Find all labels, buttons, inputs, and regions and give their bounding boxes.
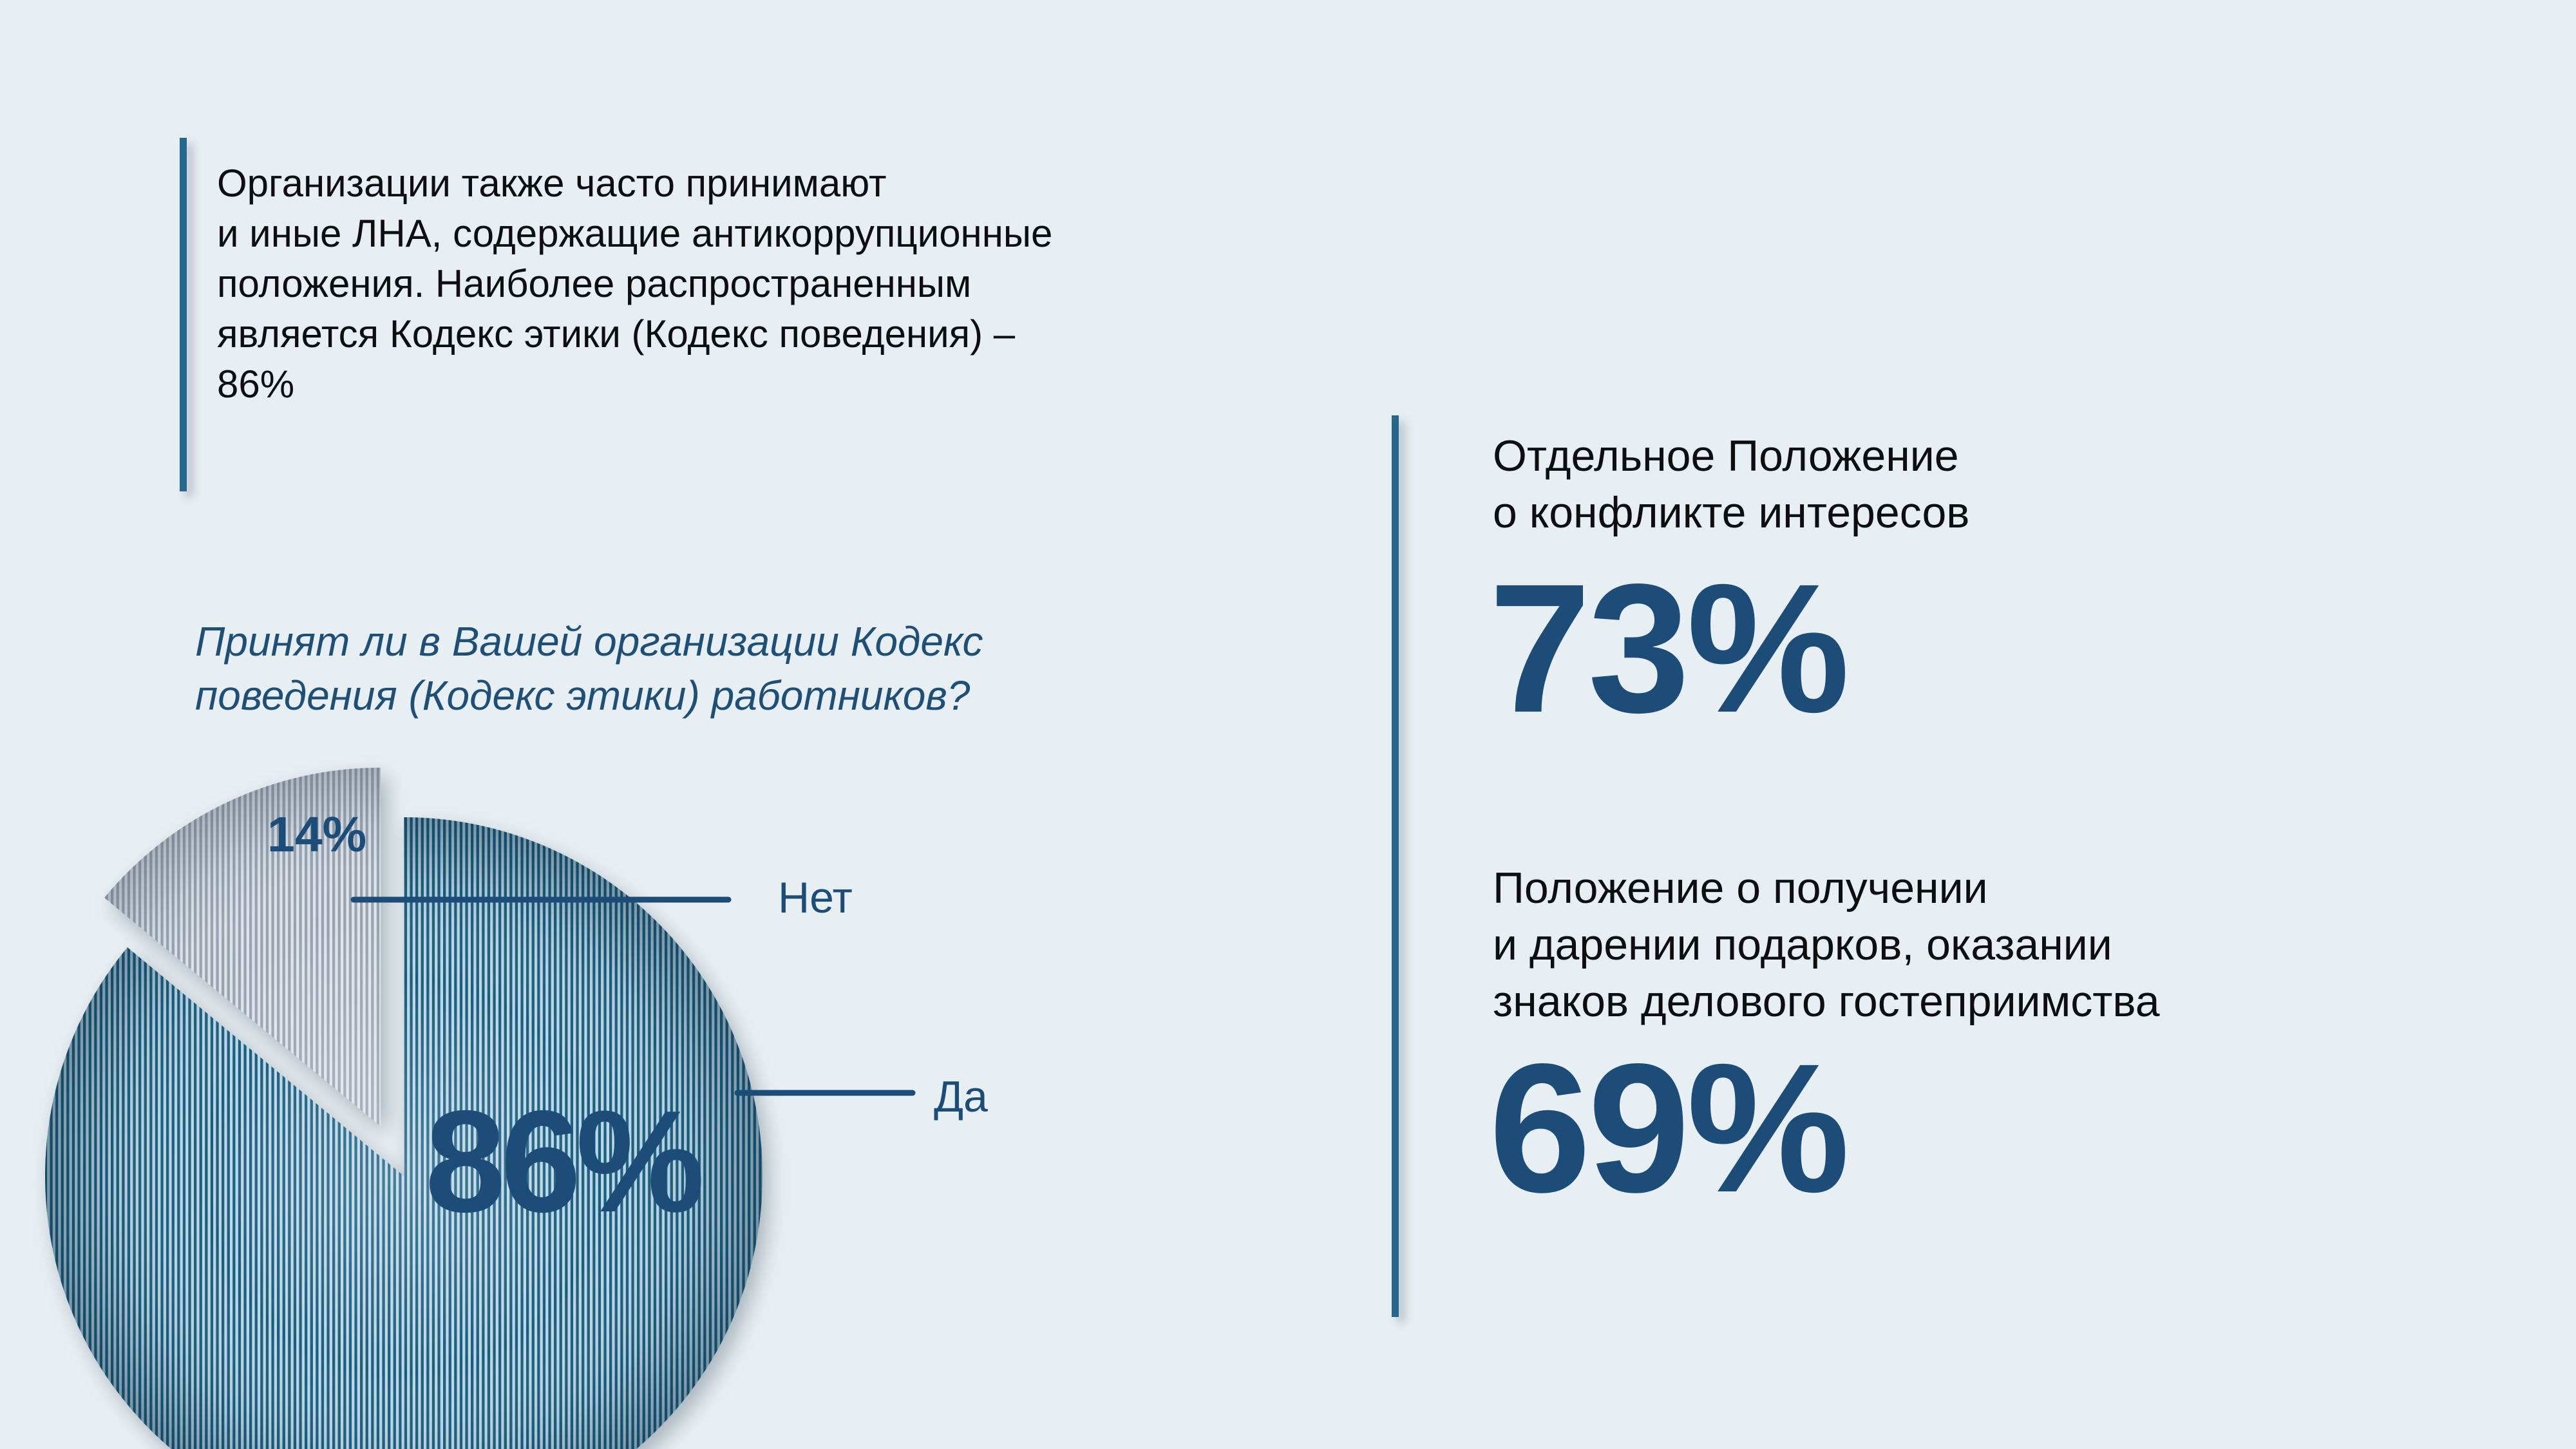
stat-1-label-line-2: о конфликте интересов [1493, 488, 1970, 537]
pie-slice-yes [45, 817, 762, 1449]
pie-title-line-2: поведения (Кодекс этики) работников? [195, 672, 971, 719]
stat-2-label-line-3: знаков делового гостеприимства [1493, 977, 2160, 1026]
pie-label-no: Нет [778, 873, 853, 922]
pie-value-no: 14% [267, 807, 367, 862]
intro-line-2: и иные ЛНА, содержащие антикоррупционные [217, 212, 1053, 255]
pie-label-yes: Да [934, 1072, 988, 1121]
intro-accent-bar [180, 138, 187, 491]
stat-1-value: 73% [1489, 546, 1850, 751]
stat-2-label: Положение о получении и дарении подарков… [1493, 860, 2160, 1030]
stats-accent-bar [1392, 415, 1399, 1317]
stat-2-label-line-1: Положение о получении [1493, 864, 1988, 913]
intro-text-block: Организации также часто принимают и иные… [217, 158, 1052, 410]
pie-title-line-1: Принят ли в Вашей организации Кодекс [195, 618, 983, 665]
stat-2-label-line-2: и дарении подарков, оказании [1493, 920, 2112, 969]
intro-line-1: Организации также часто принимают [217, 162, 887, 205]
stat-1-label-line-1: Отдельное Положение [1493, 431, 1959, 480]
stat-2-value: 69% [1489, 1026, 1850, 1231]
intro-line-5: 86% [217, 363, 295, 406]
pie-slice-no [104, 768, 381, 1126]
pie-chart-title: Принят ли в Вашей организации Кодекс пов… [195, 614, 983, 723]
pie-value-yes: 86% [425, 1080, 705, 1242]
intro-line-3: положения. Наиболее распространенным [217, 262, 972, 305]
intro-line-4: является Кодекс этики (Кодекс поведения)… [217, 312, 1016, 355]
stat-1-label: Отдельное Положение о конфликте интересо… [1493, 428, 1969, 541]
